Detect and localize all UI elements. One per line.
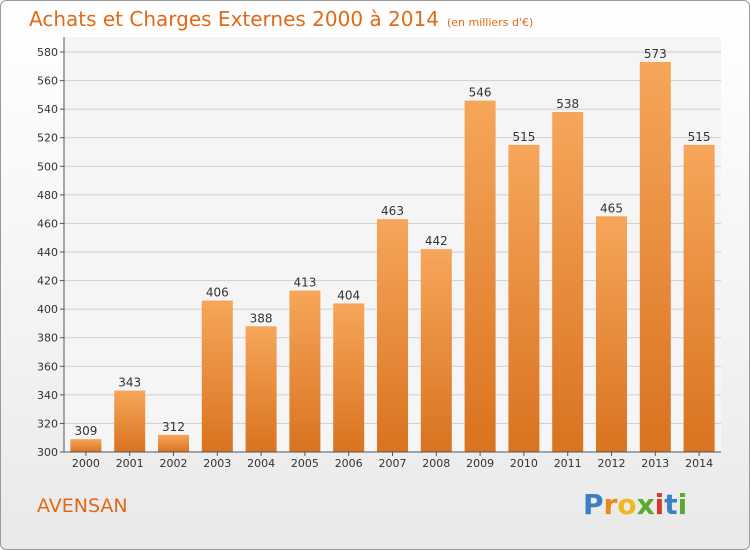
x-tick-label: 2007: [379, 457, 407, 470]
x-tick-label: 2014: [685, 457, 713, 470]
chart-title: Achats et Charges Externes 2000 à 2014 (e…: [29, 7, 533, 31]
bar-2007: [377, 219, 408, 452]
y-tick-label: 380: [37, 332, 58, 345]
x-tick-label: 2002: [160, 457, 188, 470]
bar-2000: [70, 439, 102, 452]
data-label-2000: 309: [74, 424, 97, 438]
data-label-2002: 312: [162, 420, 185, 434]
y-tick-label: 460: [37, 217, 58, 230]
bar-2006: [333, 303, 365, 452]
data-label-2007: 463: [381, 204, 404, 218]
x-tick-label: 2006: [335, 457, 363, 470]
data-label-2004: 388: [250, 311, 273, 325]
y-tick-label: 300: [37, 446, 58, 459]
y-tick-label: 560: [37, 75, 58, 88]
y-tick-label: 540: [37, 103, 58, 116]
x-tick-label: 2001: [116, 457, 144, 470]
y-tick-label: 520: [37, 132, 58, 145]
logo-letter: P: [583, 488, 604, 521]
bars: 309 343 312 406 388 413 404 463 442 546 515 538 465 5…: [70, 47, 715, 453]
x-tick-label: 2003: [203, 457, 231, 470]
logo-letter: t: [664, 488, 678, 521]
bar-2008: [420, 249, 452, 452]
bar-2002: [158, 434, 189, 452]
data-label-2001: 343: [118, 376, 141, 390]
y-tick-label: 440: [37, 246, 58, 259]
data-label-2011: 538: [556, 97, 579, 111]
x-tick-label: 2012: [598, 457, 626, 470]
y-tick-label: 580: [37, 46, 58, 59]
data-label-2013: 573: [644, 47, 667, 61]
x-tick-label: 2009: [466, 457, 494, 470]
logo-letter: i: [677, 488, 688, 521]
x-tick-label: 2008: [422, 457, 450, 470]
bar-2004: [245, 326, 277, 452]
logo-letter: x: [636, 488, 655, 521]
data-label-2009: 546: [469, 86, 492, 100]
bar-2014: [683, 144, 715, 452]
proxiti-logo: Proxiti: [583, 488, 687, 521]
y-tick-label: 400: [37, 303, 58, 316]
data-label-2005: 413: [293, 276, 316, 290]
data-label-2003: 406: [206, 286, 229, 300]
y-tick-label: 360: [37, 360, 58, 373]
x-tick-label: 2011: [554, 457, 582, 470]
x-axis: 2000 2001 2002 2003 2004 2005 2006 2007 2008 2009…: [64, 451, 721, 470]
bar-2009: [464, 100, 496, 453]
city-name: AVENSAN: [37, 495, 128, 517]
chart-title-text: Achats et Charges Externes 2000 à 2014: [29, 7, 439, 31]
data-label-2010: 515: [512, 130, 535, 144]
bar-2001: [114, 390, 146, 452]
y-tick-label: 420: [37, 275, 58, 288]
chart-subtitle: (en milliers d'€): [446, 16, 534, 29]
bar-2005: [289, 290, 321, 452]
y-tick-label: 320: [37, 417, 58, 430]
y-tick-label: 340: [37, 389, 58, 402]
data-label-2008: 442: [425, 234, 448, 248]
logo-letter: r: [603, 488, 618, 521]
y-axis: 300 320 340 360 380 400 420 440 460 480 500 520 540 5…: [37, 37, 65, 459]
logo-letter: o: [617, 488, 637, 521]
bar-2003: [201, 300, 233, 452]
data-label-2014: 515: [688, 130, 711, 144]
logo-letter: i: [654, 488, 665, 521]
bar-2013: [639, 62, 671, 452]
data-label-2006: 404: [337, 288, 360, 302]
bar-2010: [508, 144, 540, 452]
x-tick-label: 2000: [72, 457, 100, 470]
x-tick-label: 2010: [510, 457, 538, 470]
y-tick-label: 500: [37, 160, 58, 173]
bar-2011: [552, 112, 584, 452]
data-label-2012: 465: [600, 201, 623, 215]
bar-2012: [596, 216, 627, 452]
y-tick-label: 480: [37, 189, 58, 202]
x-tick-label: 2013: [641, 457, 669, 470]
x-tick-label: 2004: [247, 457, 275, 470]
x-tick-label: 2005: [291, 457, 319, 470]
